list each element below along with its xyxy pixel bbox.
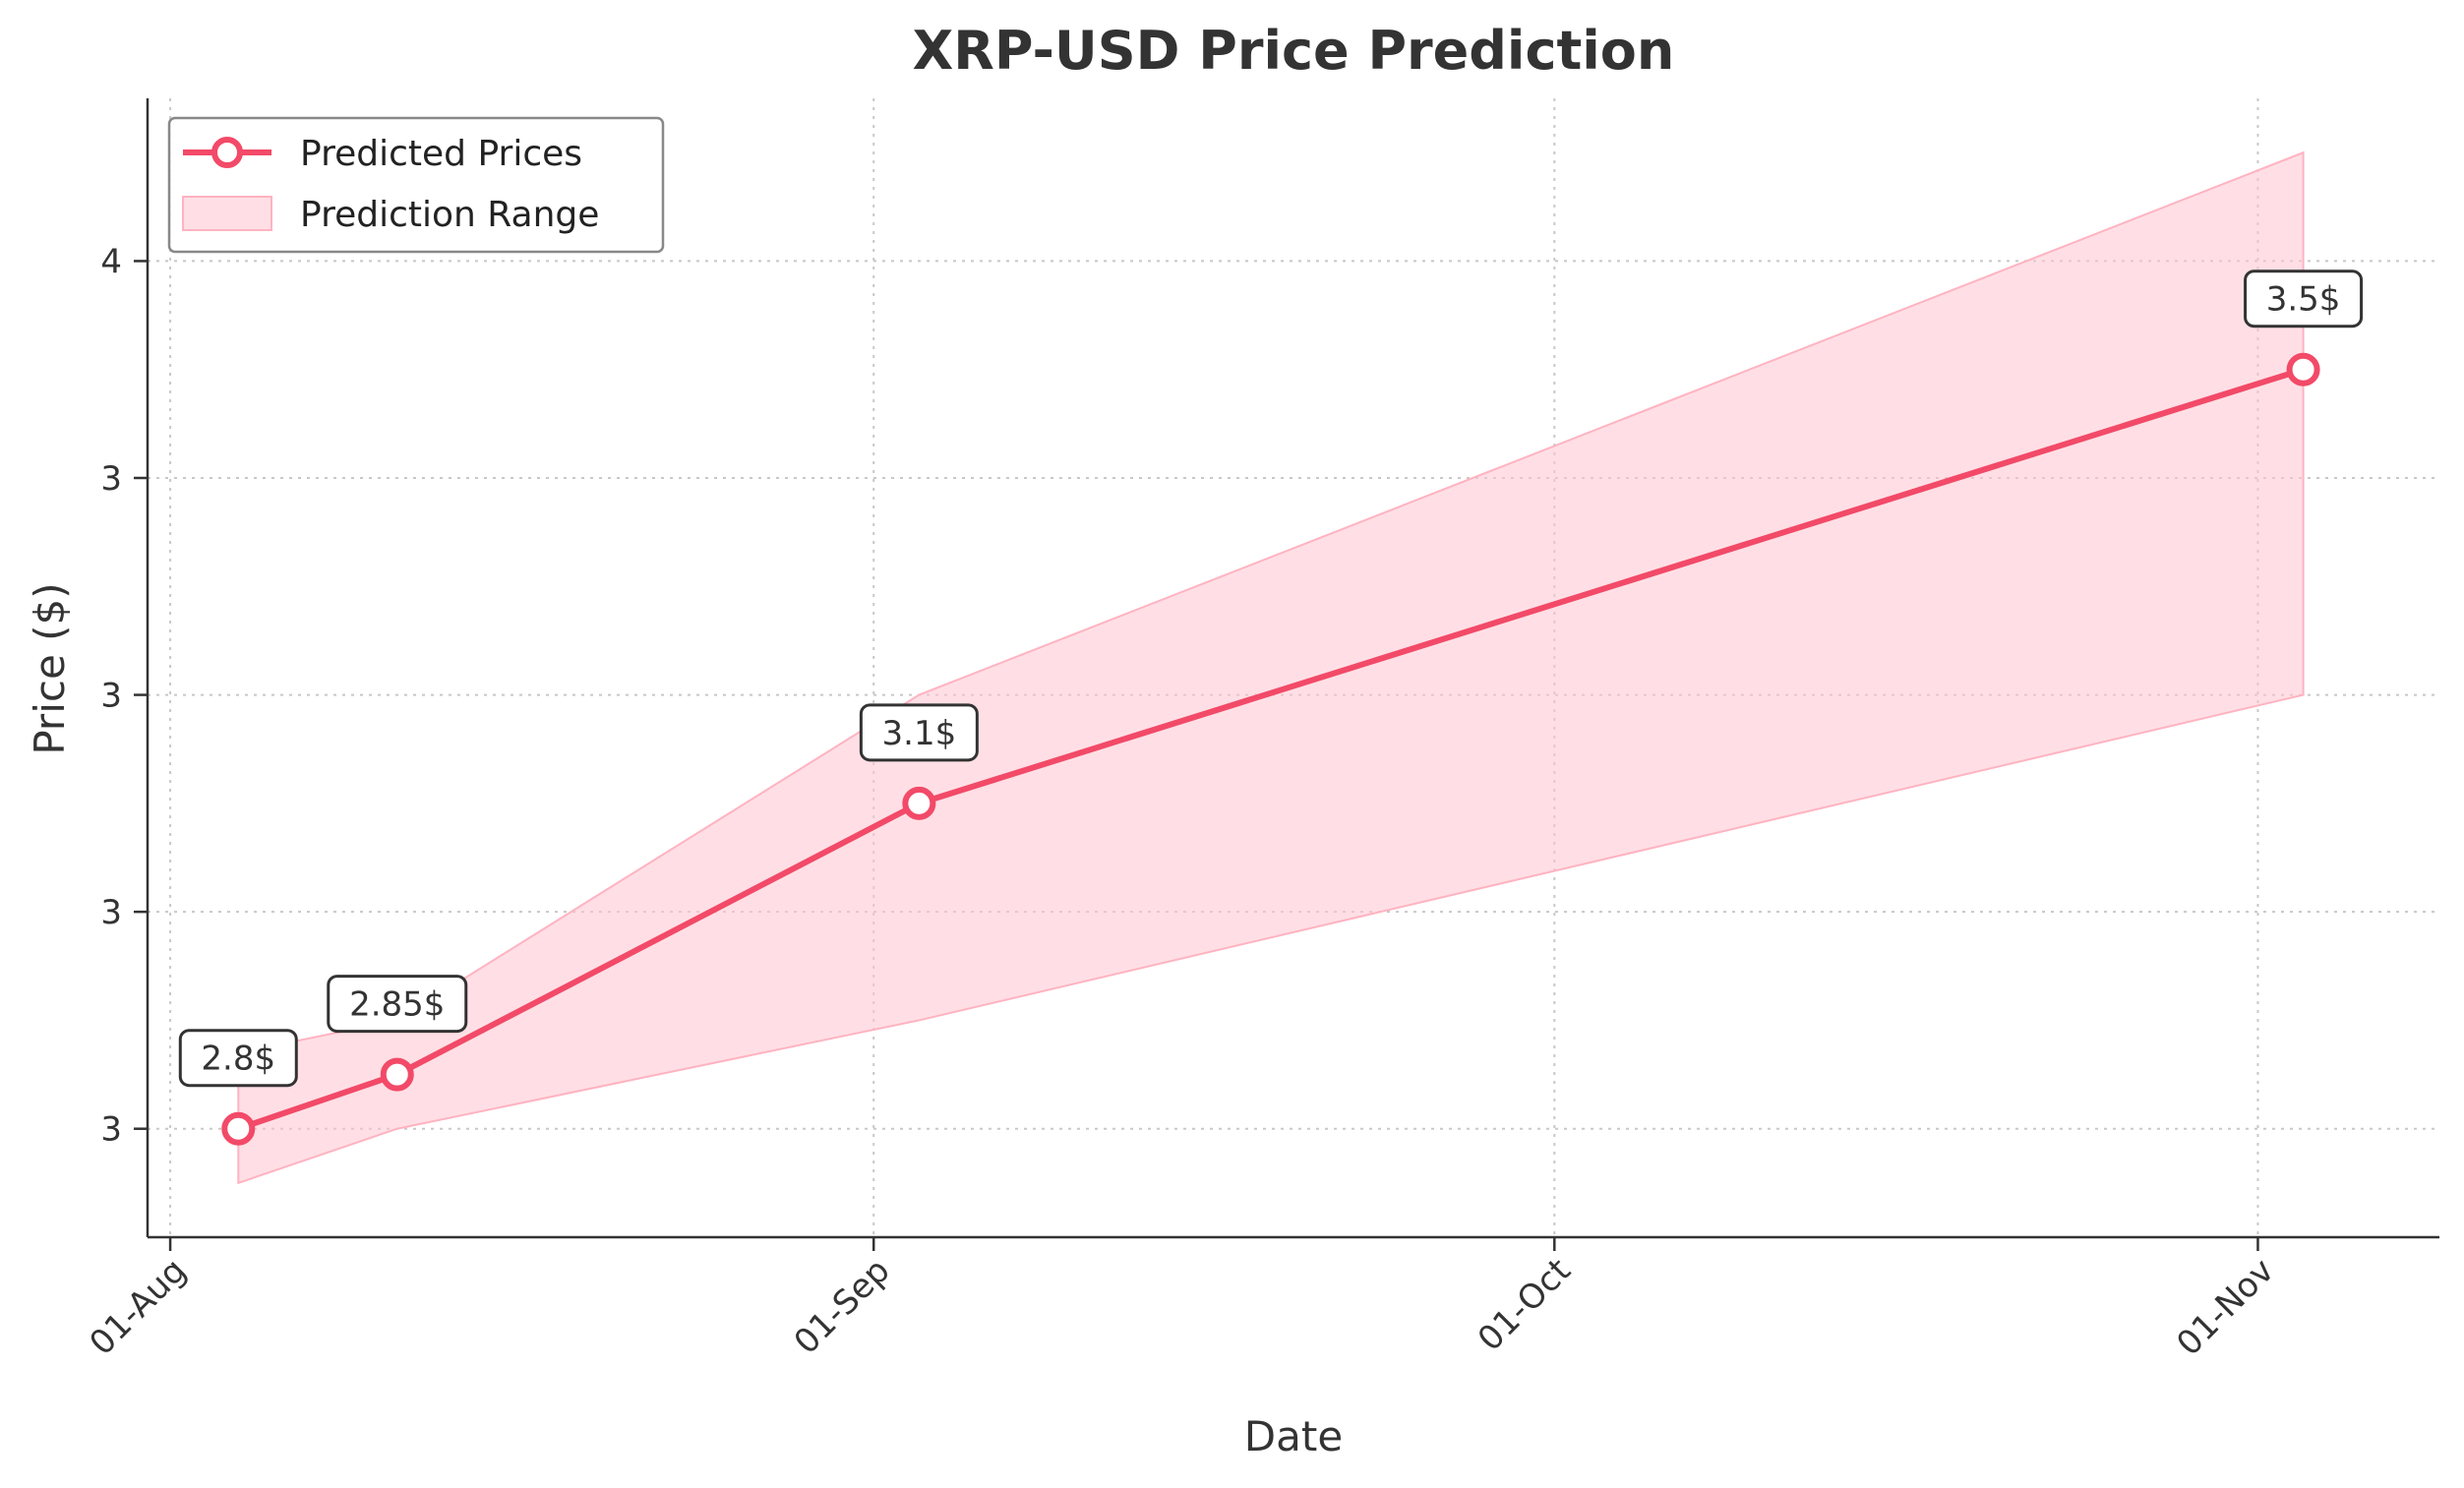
x-tick-label: 01-Sep [787, 1251, 898, 1362]
annotations: 2.8$ 2.85$ 3.1$ 3.5$ [178, 269, 2364, 1088]
legend-label-prediction-range: Prediction Range [300, 195, 599, 235]
data-label-box [859, 703, 979, 762]
y-axis-label: Price ($) [26, 582, 74, 754]
data-label: 2.85$ [349, 985, 445, 1025]
data-point [380, 1057, 414, 1092]
y-tick-label: 3 [100, 1110, 122, 1150]
data-label: 3.1$ [882, 714, 957, 753]
prediction-range-band [237, 150, 2305, 1185]
legend-marker-swatch [211, 137, 243, 168]
legend-band-swatch [182, 196, 272, 231]
predicted-prices-markers [221, 352, 2320, 1146]
legend-frame [167, 116, 665, 254]
data-label: 3.5$ [2266, 280, 2341, 320]
y-tick-label: 4 [100, 242, 122, 281]
x-tick-label: 01-Oct [1471, 1251, 1579, 1359]
data-label: 2.8$ [201, 1040, 275, 1079]
y-tick-label: 3 [100, 677, 122, 716]
x-tick-label: 01-Nov [2169, 1251, 2281, 1363]
axes [146, 98, 2439, 1239]
y-tick-label: 3 [100, 893, 122, 932]
data-point [902, 786, 936, 820]
x-ticks: 01-Aug 01-Sep 01-Oct 01-Nov [82, 1237, 2282, 1364]
data-point [2286, 352, 2320, 387]
data-point [221, 1111, 256, 1146]
legend-label-predicted-prices: Predicted Prices [300, 134, 582, 174]
y-ticks: 3 3 3 3 4 [100, 242, 148, 1150]
y-tick-label: 3 [100, 459, 122, 499]
x-tick-label: 01-Aug [82, 1251, 194, 1363]
legend: Predicted Prices Prediction Range [167, 116, 665, 254]
data-label-box [178, 1029, 298, 1088]
predicted-prices-line [237, 366, 2305, 1132]
data-label-box [327, 975, 468, 1034]
chart-title: XRP-USD Price Prediction [913, 20, 1675, 82]
x-axis-label: Date [1244, 1412, 1343, 1460]
data-label-box [2244, 269, 2364, 328]
